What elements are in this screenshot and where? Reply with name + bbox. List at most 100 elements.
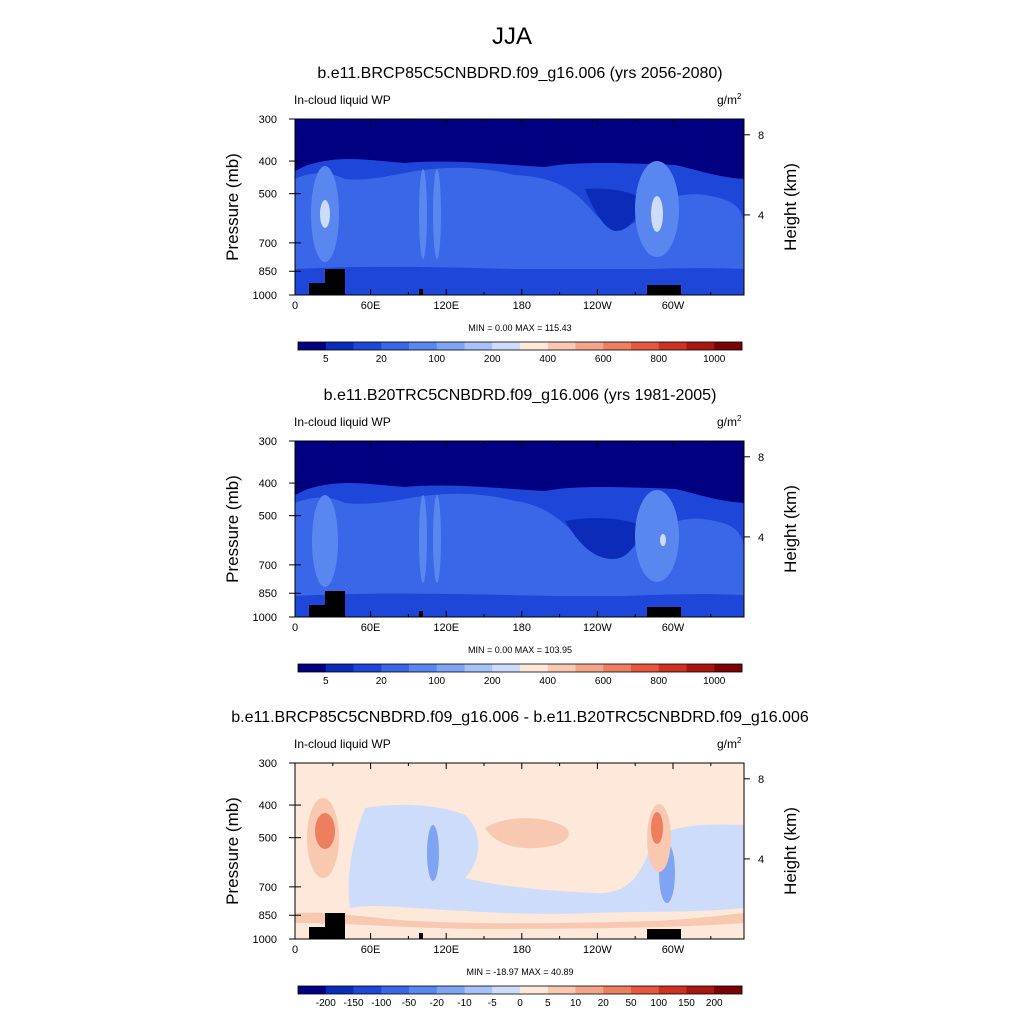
x-tick-label: 120W — [583, 622, 612, 634]
colorbar-frame — [297, 985, 743, 995]
colorbar-label: 800 — [650, 354, 667, 365]
p-tick-label: 1000 — [253, 612, 277, 624]
colorbar-label: 1000 — [703, 354, 726, 365]
colorbar-swatch — [520, 342, 549, 350]
colorbar-swatch — [464, 986, 493, 994]
colorbar-swatch — [658, 986, 687, 994]
min-max-text: MIN = 0.00 MAX = 115.43 — [468, 323, 571, 333]
africa-convection — [312, 495, 338, 587]
colorbar-swatch — [298, 986, 327, 994]
orography-asia — [419, 611, 423, 617]
colorbar-swatch — [520, 664, 549, 672]
x-tick-label: 0 — [292, 622, 298, 634]
colorbar-swatch — [409, 986, 438, 994]
orography-africa-2 — [325, 269, 345, 295]
colorbar-swatch — [492, 986, 521, 994]
min-max-text: MIN = -18.97 MAX = 40.89 — [466, 967, 573, 977]
americas-convection — [635, 490, 679, 582]
p-tick-label: 500 — [259, 189, 277, 201]
colorbar-label: -10 — [457, 998, 472, 1009]
panel-historical: b.e11.B20TRC5CNBDRD.f09_g16.006 (yrs 198… — [223, 387, 800, 687]
colorbar-swatch — [409, 664, 438, 672]
plot-frame — [294, 440, 745, 618]
p-tick-label: 850 — [259, 588, 277, 600]
p-tick-label: 400 — [259, 800, 277, 812]
low-level-band — [295, 266, 744, 295]
x-tick-label: 0 — [292, 300, 298, 312]
p-tick-label: 700 — [259, 560, 277, 572]
units-label: g/m2 — [717, 92, 742, 107]
colorbar-label: 600 — [595, 676, 612, 687]
colorbar-swatch — [575, 342, 604, 350]
upper-layer — [295, 119, 744, 179]
p-tick-label: 850 — [259, 266, 277, 278]
colorbar-label: 5 — [323, 354, 329, 365]
americas-core — [651, 196, 663, 232]
colorbar-swatch — [436, 342, 465, 350]
orography-africa-1 — [309, 283, 325, 295]
colorbar-swatch — [353, 342, 382, 350]
height-axis: 84 — [744, 774, 764, 866]
x-axis: 0 60E 120E 180 120W 60W — [292, 119, 712, 312]
h-tick-label: 8 — [758, 452, 764, 464]
colorbar-swatch — [631, 664, 660, 672]
colorbar-swatch — [686, 342, 715, 350]
x-tick-label: 180 — [513, 622, 531, 634]
colorbar-swatch — [492, 664, 521, 672]
low-level-band — [295, 593, 744, 617]
colorbar-swatch — [353, 986, 382, 994]
orography-asia — [419, 289, 423, 295]
x-tick-label: 60E — [361, 300, 381, 312]
x-tick-label: 0 — [292, 944, 298, 956]
asia-column-2 — [433, 169, 441, 259]
panel-difference: b.e11.BRCP85C5CNBDRD.f09_g16.006 - b.e11… — [223, 709, 809, 1009]
p-tick-label: 400 — [259, 156, 277, 168]
colorbar-label: 400 — [539, 354, 556, 365]
figure-title: JJA — [492, 23, 532, 50]
colorbar-label: 20 — [598, 998, 610, 1009]
ylabel-right: Height (km) — [781, 485, 800, 573]
variable-label: In-cloud liquid WP — [294, 737, 391, 751]
colorbar-swatch — [520, 986, 549, 994]
panel-title: b.e11.BRCP85C5CNBDRD.f09_g16.006 - b.e11… — [231, 709, 809, 726]
colorbar-swatch — [714, 664, 743, 672]
p-tick-label: 500 — [259, 833, 277, 845]
colorbar-label: 100 — [428, 676, 445, 687]
colorbar-swatch — [298, 342, 327, 350]
colorbar-swatch — [714, 986, 743, 994]
colorbar-swatch — [298, 664, 327, 672]
x-tick-label: 60E — [361, 622, 381, 634]
asia-column-1 — [419, 495, 427, 583]
p-tick-label: 1000 — [253, 934, 277, 946]
pressure-axis: 300 400 500 700 850 1000 — [253, 114, 301, 302]
colorbar-label: 200 — [484, 354, 501, 365]
upper-layer — [295, 441, 744, 503]
p-tick-label: 850 — [259, 910, 277, 922]
colorbar-label: -100 — [371, 998, 391, 1009]
x-tick-label: 60W — [662, 944, 685, 956]
colorbar-label: -200 — [316, 998, 336, 1009]
east-pacific-trough — [585, 188, 645, 231]
p-tick-label: 700 — [259, 238, 277, 250]
mid-layer-west — [295, 167, 744, 269]
colorbar-label: 20 — [376, 354, 388, 365]
x-axis: 0 60E 120E 180 120W 60W — [292, 763, 712, 956]
colorbar-swatch — [381, 664, 410, 672]
colorbar: -200 -150 -100 -50 -20 -10 -5 0 5 10 20 50 100 150 200 — [297, 985, 743, 1009]
asia-column-1 — [419, 169, 427, 259]
colorbar-swatch — [492, 342, 521, 350]
p-tick-label: 500 — [259, 511, 277, 523]
colorbar-swatch — [575, 986, 604, 994]
plot-area — [294, 440, 745, 618]
colorbar-swatch — [409, 342, 438, 350]
ylabel-left: Pressure (mb) — [223, 797, 242, 905]
ylabel-right: Height (km) — [781, 807, 800, 895]
panel-title: b.e11.B20TRC5CNBDRD.f09_g16.006 (yrs 198… — [324, 387, 717, 404]
ylabel-left: Pressure (mb) — [223, 475, 242, 583]
p-tick-label: 300 — [259, 436, 277, 448]
h-tick-label: 8 — [758, 774, 764, 786]
colorbar-swatch — [631, 986, 660, 994]
mid-layer-west — [295, 493, 744, 596]
colorbar-swatch — [603, 664, 632, 672]
americas-core — [660, 534, 666, 546]
